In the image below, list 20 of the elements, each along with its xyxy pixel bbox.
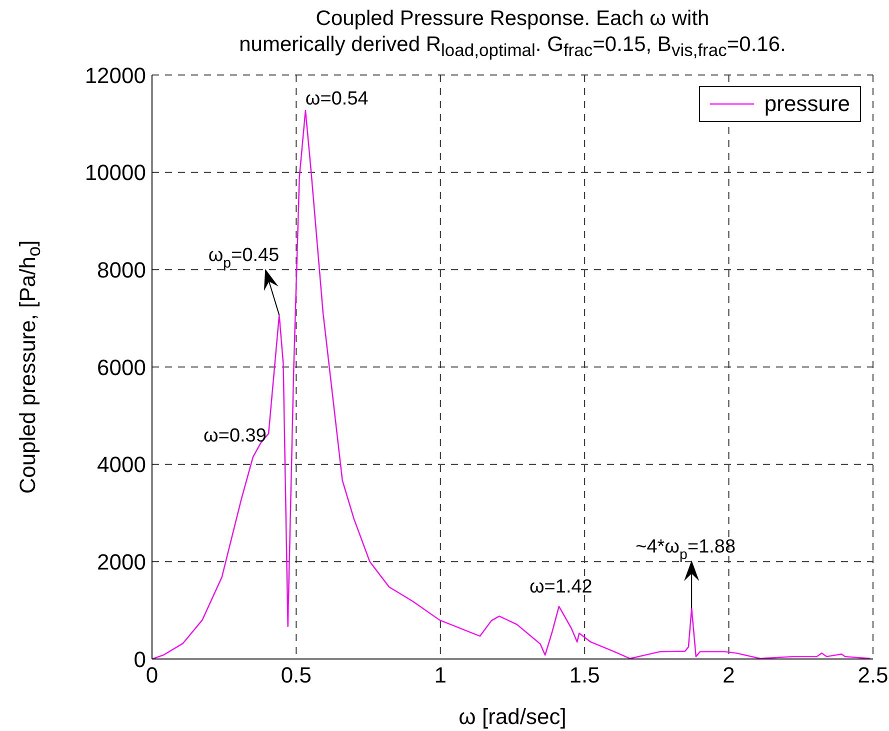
x-tick-label: 2.5 — [858, 662, 888, 688]
y-tick-label: 12000 — [84, 62, 146, 88]
legend-label: pressure — [764, 91, 850, 117]
y-tick-label: 0 — [134, 646, 146, 672]
x-tick-label: 0.5 — [280, 662, 312, 688]
chart-title: Coupled Pressure Response. Each ω with numerically derived R$_{load,optimal}$. G$_{frac}$=0.15, B$_{vis,frac}$=0.16. — [238, 6, 787, 62]
annotation: ω=0.54 — [305, 88, 369, 110]
x-tick-label: 1.5 — [569, 662, 600, 688]
y-tick-label: 2000 — [97, 549, 146, 574]
x-axis-title: ω [rad/sec] — [458, 704, 566, 730]
x-tick-label: 1 — [434, 662, 447, 688]
annotation: ω=1.42 — [529, 576, 592, 598]
annotation: ~4*ω$_{p}$=1.88 — [636, 536, 736, 564]
annotation: ω=0.39 — [204, 425, 266, 446]
y-tick-label: 6000 — [97, 354, 146, 380]
annotation: ω$_{p}$=0.45 — [208, 244, 280, 272]
y-tick-label: 4000 — [97, 452, 146, 478]
x-tick-label: 2 — [722, 662, 735, 688]
y-tick-label: 10000 — [84, 160, 146, 186]
y-tick-label: 8000 — [97, 257, 146, 282]
